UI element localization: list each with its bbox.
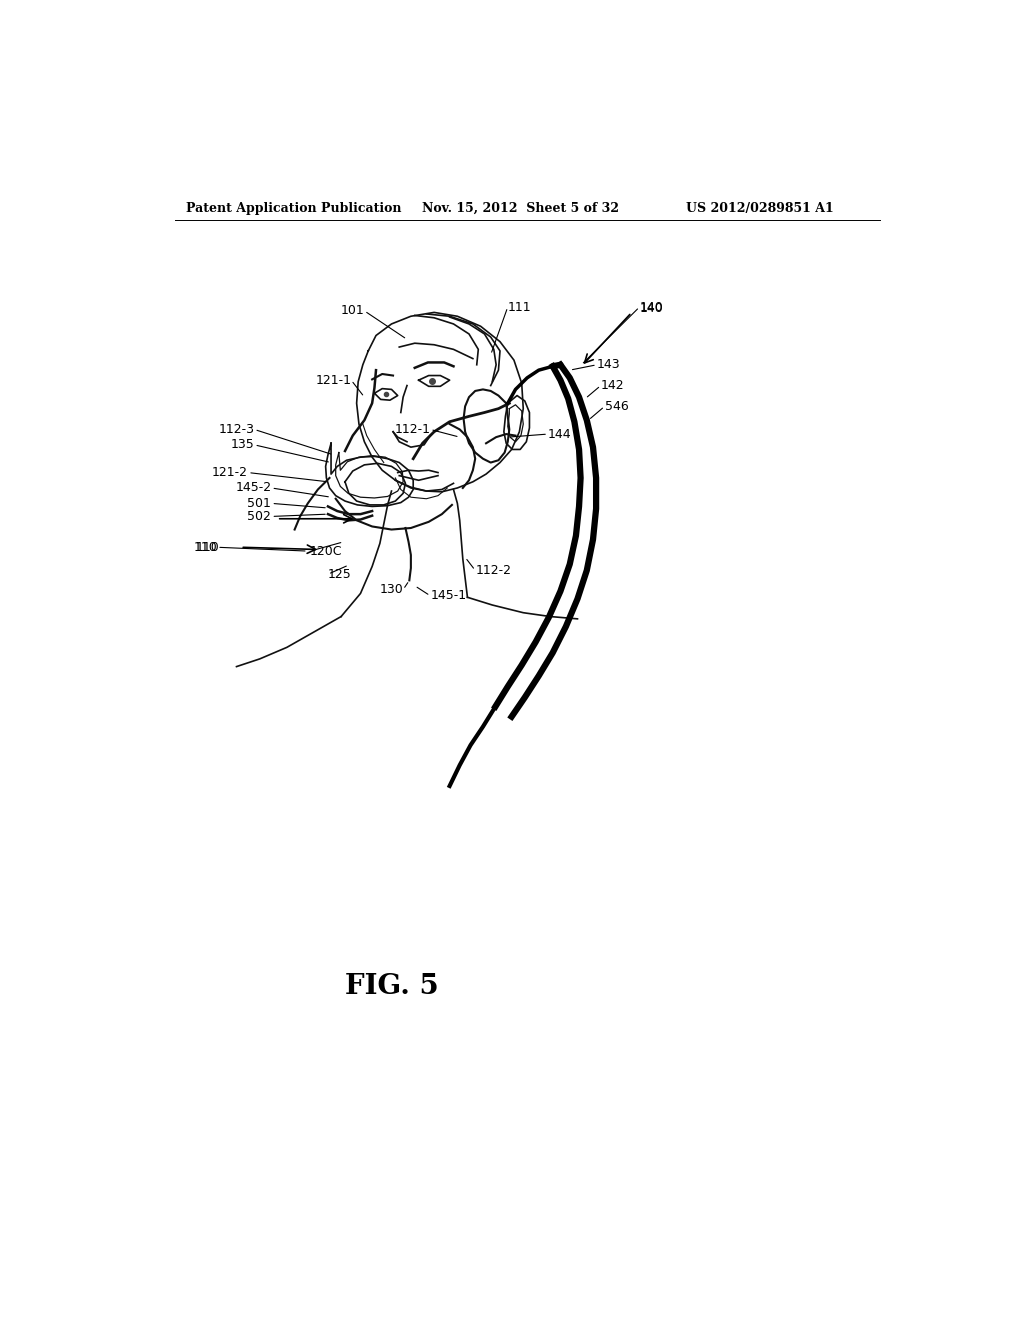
- Text: 501: 501: [248, 496, 271, 510]
- Text: 140: 140: [640, 301, 664, 314]
- Text: 112-2: 112-2: [475, 564, 511, 577]
- Text: 546: 546: [604, 400, 629, 413]
- Text: 112-3: 112-3: [218, 422, 254, 436]
- Text: Patent Application Publication: Patent Application Publication: [186, 202, 401, 215]
- Text: 135: 135: [230, 438, 254, 451]
- Text: 110: 110: [194, 541, 217, 554]
- Text: 502: 502: [248, 510, 271, 523]
- Text: 144: 144: [548, 428, 571, 441]
- Text: 110: 110: [196, 541, 219, 554]
- Text: FIG. 5: FIG. 5: [345, 973, 438, 999]
- Text: 101: 101: [341, 305, 365, 317]
- Text: 111: 111: [508, 301, 531, 314]
- Text: 145-1: 145-1: [430, 589, 466, 602]
- Text: 121-2: 121-2: [212, 466, 248, 479]
- Text: 112-1: 112-1: [394, 422, 430, 436]
- Text: 130: 130: [379, 583, 403, 597]
- Text: 142: 142: [601, 379, 625, 392]
- Text: 125: 125: [328, 568, 351, 581]
- Text: US 2012/0289851 A1: US 2012/0289851 A1: [686, 202, 834, 215]
- Text: 143: 143: [597, 358, 621, 371]
- Text: 120C: 120C: [310, 545, 343, 557]
- Text: 145-2: 145-2: [236, 482, 271, 495]
- Text: 140: 140: [640, 302, 664, 315]
- Text: 121-1: 121-1: [315, 374, 351, 387]
- Text: Nov. 15, 2012  Sheet 5 of 32: Nov. 15, 2012 Sheet 5 of 32: [423, 202, 620, 215]
